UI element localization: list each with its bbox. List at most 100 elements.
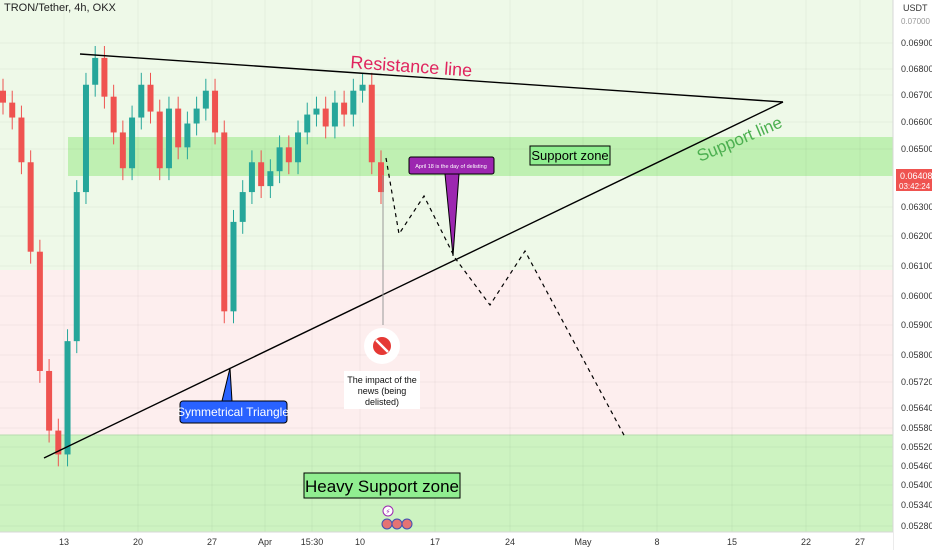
flag-icon-1 bbox=[381, 518, 393, 530]
price-tick-label: 0.06600 bbox=[901, 117, 932, 127]
price-tick-label: 0.06700 bbox=[901, 90, 932, 100]
candle bbox=[18, 105, 25, 175]
candle bbox=[239, 180, 246, 234]
candle bbox=[248, 150, 255, 204]
candle bbox=[27, 150, 34, 264]
time-tick-label: 27 bbox=[207, 537, 217, 547]
candle bbox=[175, 96, 182, 160]
candle bbox=[119, 120, 126, 181]
price-tick-label: 0.05340 bbox=[901, 500, 932, 510]
candle bbox=[156, 99, 163, 181]
price-tick-label: 0.05640 bbox=[901, 403, 932, 413]
candle bbox=[304, 102, 311, 145]
candle bbox=[147, 72, 154, 124]
price-tick-label: 0.06100 bbox=[901, 261, 932, 271]
candle bbox=[341, 90, 348, 127]
heavy-support-label-text: Heavy Support zone bbox=[305, 477, 459, 496]
event-icons: ⚡ bbox=[381, 505, 413, 530]
candle bbox=[82, 72, 89, 204]
triangle-callout: Symmetrical Triangle bbox=[177, 367, 289, 424]
support-zone-label: Support zone bbox=[529, 145, 611, 166]
candle bbox=[285, 135, 292, 175]
candle bbox=[64, 329, 71, 467]
price-scale-panel[interactable] bbox=[893, 0, 932, 550]
price-tick-label: 0.05800 bbox=[901, 350, 932, 360]
time-tick-label: 15 bbox=[727, 537, 737, 547]
candle bbox=[9, 90, 16, 130]
lightning-icon bbox=[382, 505, 394, 517]
candle bbox=[276, 135, 283, 184]
price-tick-label: 0.06200 bbox=[901, 231, 932, 241]
symbol-title: TRON/Tether, 4h, OKX bbox=[4, 2, 117, 14]
candle bbox=[230, 209, 237, 324]
svg-text:⚡: ⚡ bbox=[386, 508, 391, 516]
candle bbox=[129, 105, 136, 181]
price-tick-label: 0.06800 bbox=[901, 64, 932, 74]
candle bbox=[165, 96, 172, 181]
flag-icon-2 bbox=[391, 518, 403, 530]
countdown-value: 03:42:24 bbox=[899, 182, 931, 191]
candle bbox=[258, 150, 265, 199]
time-tick-label: 8 bbox=[654, 537, 659, 547]
candle bbox=[212, 78, 219, 145]
candle bbox=[295, 120, 302, 175]
candle bbox=[331, 90, 338, 139]
news-text-3: delisted) bbox=[365, 397, 399, 407]
candle bbox=[36, 239, 43, 383]
candle bbox=[378, 150, 384, 204]
candle bbox=[322, 96, 329, 139]
candle bbox=[0, 78, 6, 115]
projection-path bbox=[385, 157, 626, 438]
price-tick-label: 0.05280 bbox=[901, 521, 932, 531]
price-tick-label: 0.05520 bbox=[901, 442, 932, 452]
price-tick-label: 0.06500 bbox=[901, 144, 932, 154]
price-unit: USDT bbox=[903, 3, 928, 13]
lower-red-tint bbox=[0, 270, 893, 435]
price-tick-label: 0.05460 bbox=[901, 461, 932, 471]
time-tick-label: 27 bbox=[855, 537, 865, 547]
candle bbox=[55, 418, 62, 467]
time-tick-label: 15:30 bbox=[301, 537, 324, 547]
time-tick-label: 20 bbox=[133, 537, 143, 547]
price-tick-label: 0.06300 bbox=[901, 202, 932, 212]
price-tick-label: 0.06900 bbox=[901, 38, 932, 48]
time-tick-label: 17 bbox=[430, 537, 440, 547]
news-text-2: news (being bbox=[358, 386, 407, 396]
candle bbox=[193, 96, 200, 136]
candle bbox=[313, 96, 320, 127]
delisting-callout-text: April 18 is the day of delisting bbox=[415, 164, 487, 170]
candle bbox=[267, 159, 274, 199]
upper-green-tint bbox=[0, 0, 893, 270]
price-tick-label: 0.05720 bbox=[901, 377, 932, 387]
candle bbox=[359, 72, 366, 103]
time-tick-label: 13 bbox=[59, 537, 69, 547]
support-line bbox=[43, 101, 784, 459]
delisting-callout: April 18 is the day of delisting bbox=[408, 156, 495, 257]
support-zone-label-text: Support zone bbox=[531, 148, 608, 163]
candle bbox=[138, 72, 145, 130]
price-tick-label: 0.05580 bbox=[901, 423, 932, 433]
triangle-callout-text: Symmetrical Triangle bbox=[177, 405, 289, 419]
candle bbox=[46, 359, 53, 443]
candle bbox=[101, 45, 108, 109]
news-impact-marker: The impact of the news (being delisted) bbox=[344, 328, 420, 409]
price-ticks: 0.06900 0.06800 0.06700 0.06600 0.06500 0.063… bbox=[901, 38, 932, 531]
time-ticks: 13 20 27 Apr 15:30 10 17 24 May 8 15 22 27 bbox=[59, 537, 865, 547]
candle bbox=[368, 72, 375, 175]
news-text-box bbox=[344, 371, 420, 409]
time-axis-panel[interactable] bbox=[0, 532, 893, 550]
time-tick-label: 10 bbox=[355, 537, 365, 547]
time-tick-label: 22 bbox=[801, 537, 811, 547]
candle bbox=[350, 78, 357, 127]
candles bbox=[0, 45, 384, 467]
candle bbox=[73, 180, 80, 354]
last-price-value: 0.06408 bbox=[900, 171, 932, 181]
candle bbox=[110, 84, 117, 145]
price-tick-label: 0.06000 bbox=[901, 291, 932, 301]
flag-icon-3 bbox=[401, 518, 413, 530]
time-tick-label: Apr bbox=[258, 537, 272, 547]
news-text-1: The impact of the bbox=[347, 375, 417, 385]
heavy-support-label: Heavy Support zone bbox=[303, 472, 461, 499]
grid bbox=[0, 0, 893, 532]
